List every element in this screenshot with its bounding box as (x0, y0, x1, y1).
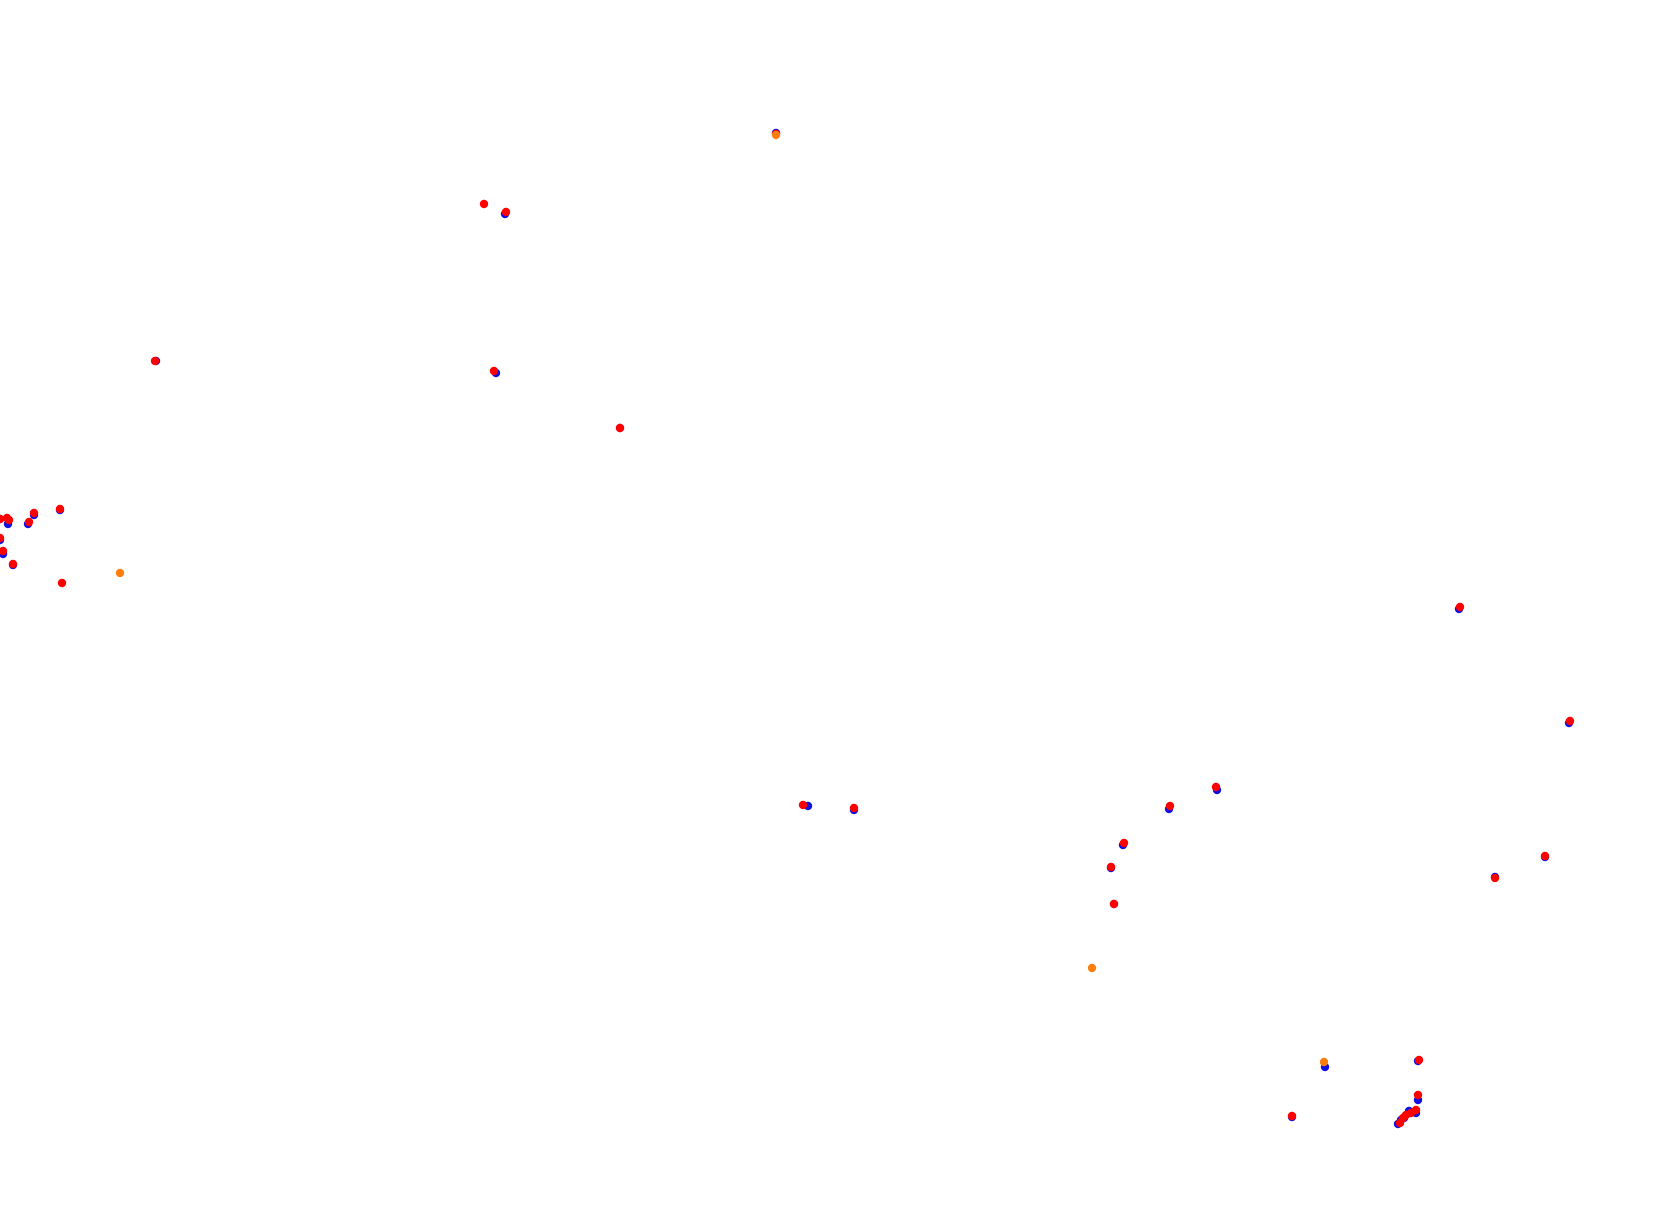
data-point (29, 508, 39, 518)
data-point (798, 800, 808, 810)
data-point (1565, 716, 1575, 726)
data-point (501, 207, 511, 217)
data-point (1087, 963, 1097, 973)
data-point (8, 559, 18, 569)
data-point (0, 533, 5, 543)
data-point (1106, 862, 1116, 872)
data-point (57, 578, 67, 588)
data-point (1287, 1111, 1297, 1121)
series-1 (0, 129, 1575, 1128)
data-point (1109, 899, 1119, 909)
data-point (1455, 602, 1465, 612)
data-point (0, 546, 8, 556)
data-point (55, 504, 65, 514)
data-point (24, 517, 34, 527)
data-point (4, 515, 14, 525)
data-point (849, 803, 859, 813)
data-point (1165, 801, 1175, 811)
data-point (615, 423, 625, 433)
data-point (479, 199, 489, 209)
data-point (1211, 782, 1221, 792)
data-point (1414, 1055, 1424, 1065)
series-2 (115, 130, 1329, 1067)
data-point (489, 366, 499, 376)
data-point (1490, 873, 1500, 883)
data-point (1119, 838, 1129, 848)
data-point (150, 356, 160, 366)
data-point (115, 568, 125, 578)
data-point (1398, 1113, 1408, 1123)
data-point (1413, 1090, 1423, 1100)
series-layer (0, 128, 1575, 1129)
data-point (1540, 851, 1550, 861)
data-point (771, 130, 781, 140)
data-point (1319, 1057, 1329, 1067)
